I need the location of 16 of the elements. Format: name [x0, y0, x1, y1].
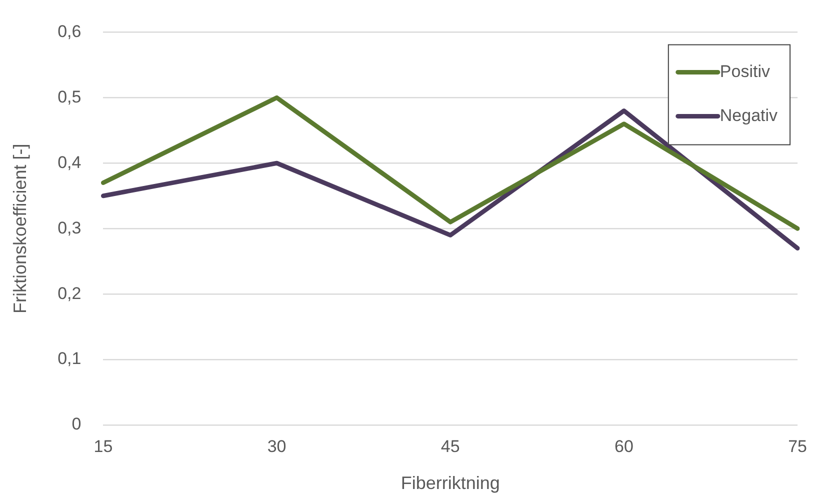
y-tick-label: 0,4: [58, 152, 82, 172]
legend-label: Negativ: [720, 106, 778, 125]
x-tick-label: 30: [267, 436, 286, 456]
y-tick-label: 0,1: [58, 349, 82, 368]
y-tick-label: 0,2: [58, 284, 82, 303]
y-axis-title: Friktionskoefficient [-]: [10, 144, 30, 314]
y-tick-label: 0,5: [58, 87, 82, 106]
x-axis-title: Fiberriktning: [400, 473, 500, 494]
y-tick-label: 0,3: [58, 218, 82, 238]
y-tick-label: 0: [72, 414, 82, 434]
x-tick-label: 15: [94, 436, 113, 456]
y-tick-label: 0,6: [58, 22, 82, 41]
x-tick-label: 45: [440, 436, 460, 456]
x-tick-label: 75: [788, 436, 808, 456]
x-tick-label: 60: [614, 436, 634, 456]
legend-label: Positiv: [720, 62, 770, 81]
